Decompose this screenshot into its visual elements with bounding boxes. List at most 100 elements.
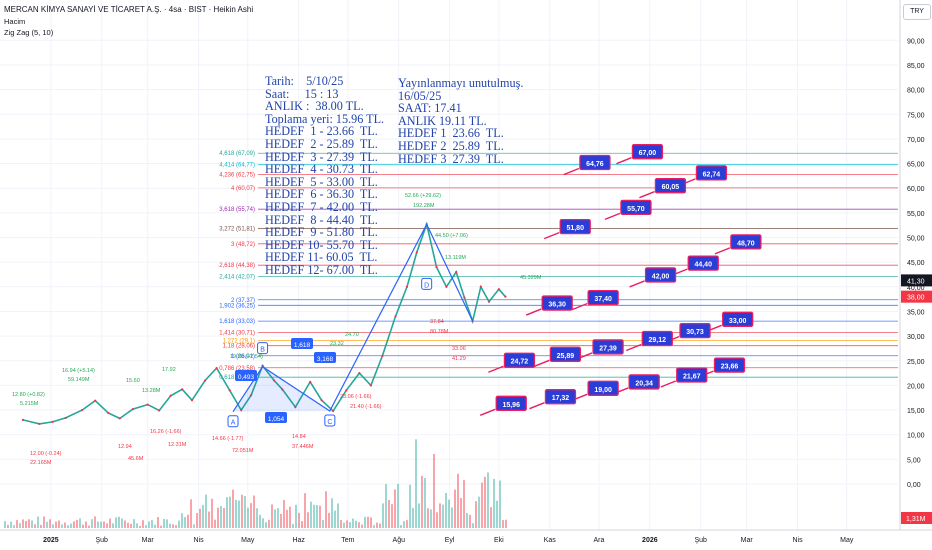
callout-box [579,154,611,171]
volume-bar [208,511,210,528]
volume-bar [88,525,90,528]
callout-pointer [714,247,731,255]
price-tick: 10,00 [907,433,925,440]
current-price-label: 38,00 [907,295,925,302]
volume-bar [148,521,150,528]
price-point [435,265,438,269]
volume-bar [355,520,357,528]
volume-bar [352,518,354,528]
time-tick: Şub [96,537,109,544]
callout-value: 27,39 [599,345,617,352]
price-point [272,379,276,382]
callout-box [730,234,762,250]
volume-bar [7,524,9,528]
volume-bar [316,505,318,528]
ratio-label: 1,054 [268,416,285,423]
callout-pointer [660,380,677,388]
volume-bar [400,525,402,528]
zigzag-indicator-label[interactable]: Zig Zag (5, 10) [4,28,54,37]
wave-label-box [421,277,433,290]
fib-level-label: 1,414 (30,71) [219,331,255,337]
volume-bar [13,525,15,528]
price-tick: 0,00 [907,482,921,489]
volume-bar [193,524,195,528]
price-point [215,367,218,370]
zigzag-line [232,223,474,413]
callout-box [631,144,664,160]
price-axis[interactable]: 90,00 85,00 80,00 75,00 70,00 65,00 60,00 55,00… [899,0,932,550]
volume-bar [280,513,282,528]
callout-box [687,255,719,271]
volume-bar [205,494,207,528]
callout-pointer [543,231,560,240]
price-point [118,417,121,420]
time-axis[interactable]: 2025 Şub Mar Nis May Haz Tem Ağu Eyl Eki Kas Ara 202… [0,529,932,544]
volume-bar [22,519,24,528]
wave-label: D [424,282,429,289]
volume-bar [328,512,330,528]
volume-bar [358,522,360,528]
price-point [131,407,135,411]
volume-bar [289,506,291,528]
volume-bar [283,500,285,528]
volume-bar [313,504,315,528]
price-point [445,285,448,288]
volume-bar [109,518,111,528]
volume-bar [403,521,405,528]
price-point [204,379,207,382]
price-tick: 20,00 [907,383,925,390]
volume-bar [397,483,399,528]
time-tick: Mar [741,537,754,544]
volume-bar [331,498,333,528]
callout-value: 21,67 [683,374,701,381]
volume-bar [427,508,429,528]
price-tick: 55,00 [907,211,925,218]
volume-bar [259,514,261,528]
fib-level-label: 3 (48,72) [231,242,255,248]
callout-value: 44,40 [694,262,712,269]
callout-box [587,380,619,396]
volume-bar [346,520,348,528]
price-point [38,422,41,425]
annotation-green: 192.28M [413,203,435,209]
price-point [369,384,372,387]
annotation-red: 12.00 (-0.24) [30,451,62,457]
volume-bar [379,523,381,528]
time-tick: 2025 [43,537,59,544]
volume-bar [295,504,297,528]
volume-bar [487,472,489,528]
volume-bar [28,519,30,528]
volume-bar [151,520,153,528]
symbol-title[interactable]: MERCAN KİMYA SANAYİ VE TİCARET A.Ş. · 4s… [4,5,254,14]
callout-pointer [629,280,645,288]
currency-button[interactable]: TRY [903,4,931,20]
time-tick: Nis [792,537,803,544]
annotation-green: 45.329M [520,275,542,281]
volume-bar [91,519,93,528]
volume-bar [31,520,33,528]
price-tick: 60,00 [907,186,925,193]
callout-pointer [626,343,642,352]
volume-indicator-label[interactable]: Hacim [4,17,26,26]
volume-bar [202,504,204,528]
volume-bar [268,519,270,528]
price-tick: 65,00 [907,162,925,169]
volume-bar [115,517,117,528]
time-tick: Nis [194,537,205,544]
volume-bar [298,512,300,528]
volume-bar [475,501,477,528]
volume-bar [454,489,456,528]
volume-bar [463,480,465,528]
callout-pointer [639,191,655,199]
volume-bar [307,512,309,528]
price-point [479,285,482,288]
price-tick: 50,00 [907,236,925,243]
callout-box [544,389,577,405]
volume-bar [85,521,87,528]
volume-bar [64,522,66,528]
volume-bar [253,495,255,528]
price-tick: 80,00 [907,88,925,95]
fib-level-label: 2,618 (44,38) [219,263,255,269]
bar-annotations: 12.00 (-0.24) 22.165M 12.94 45.6M 16.26 (-1.… [12,193,542,466]
